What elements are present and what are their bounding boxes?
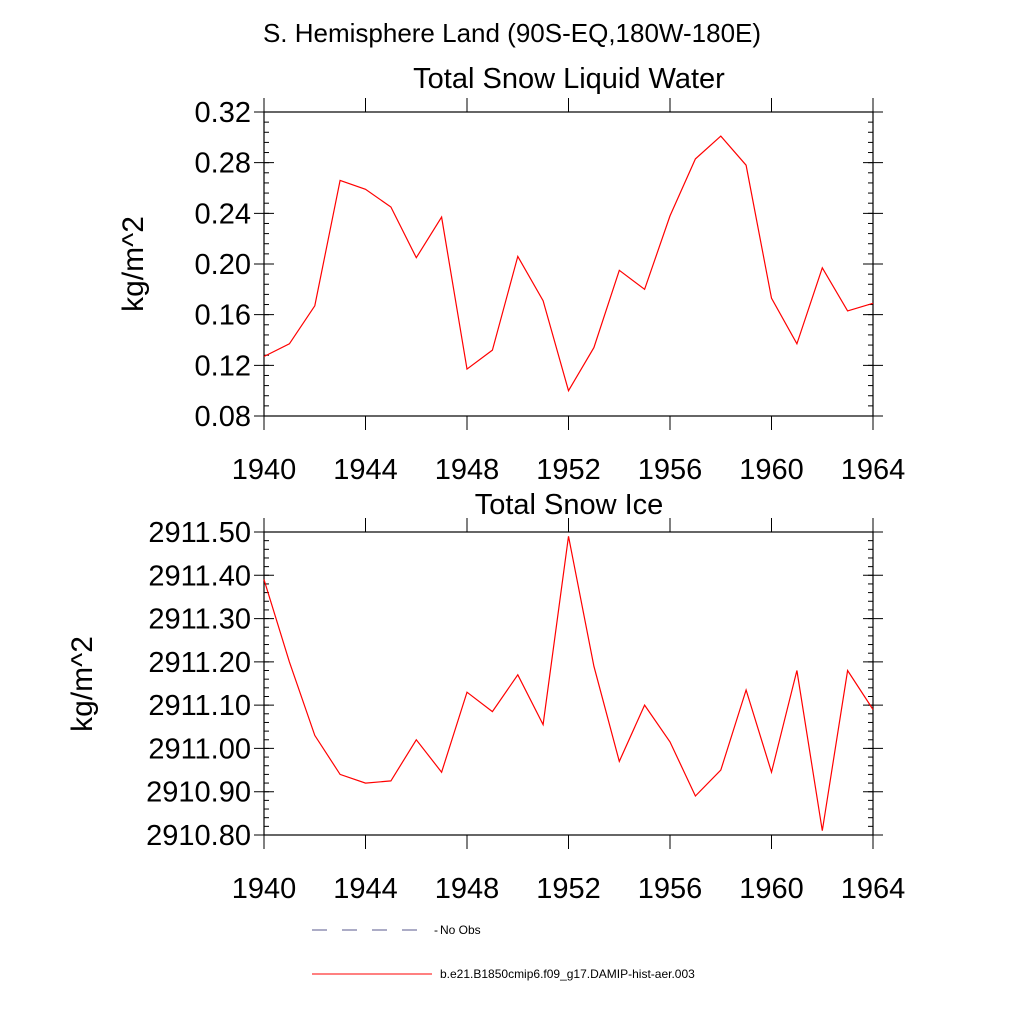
x-tick-label: 1956	[638, 873, 703, 905]
x-tick-label: 1948	[435, 873, 500, 905]
plot-frame	[263, 111, 874, 417]
y-tick-label: 0.12	[195, 350, 251, 382]
y-tick-label: 0.20	[195, 249, 251, 281]
x-tick-label: 1944	[333, 454, 398, 486]
x-tick-label: 1944	[333, 873, 398, 905]
plot-frame	[263, 531, 874, 836]
y-axis-label: kg/m^2	[117, 216, 150, 312]
panel-title: Total Snow Liquid Water	[413, 63, 725, 95]
x-tick-label: 1956	[638, 454, 703, 486]
x-tick-label: 1964	[841, 454, 906, 486]
y-tick-label: 0.16	[195, 300, 251, 332]
x-tick-label: 1952	[536, 873, 601, 905]
x-tick-label: 1940	[232, 454, 297, 486]
y-tick-label: 0.24	[195, 198, 251, 230]
y-tick-label: 2911.00	[148, 733, 251, 765]
x-tick-label: 1948	[435, 454, 500, 486]
panel-snow-liquid-water: Total Snow Liquid Water kg/m^2 0.08 0.12 0…	[117, 63, 905, 486]
legend-series-label: b.e21.B1850cmip6.f09_g17.DAMIP-hist-aer.…	[440, 967, 695, 981]
y-tick-label: 2911.10	[148, 690, 251, 722]
y-tick-label: 2911.40	[148, 560, 251, 592]
y-tick-label: 2911.30	[148, 604, 251, 636]
x-tick-label: 1960	[739, 454, 804, 486]
panel-snow-ice: Total Snow Ice kg/m^2 2910.80 2910.90 2911…	[66, 489, 905, 905]
x-tick-label: 1940	[232, 873, 297, 905]
y-tick-label: 2911.20	[148, 647, 251, 679]
y-tick-label: 2910.80	[146, 820, 251, 852]
y-axis-label: kg/m^2	[66, 636, 99, 732]
x-tick-label: 1964	[841, 873, 906, 905]
y-tick-label: 0.32	[195, 97, 251, 129]
y-tick-label: 0.28	[195, 148, 251, 180]
panel-title: Total Snow Ice	[475, 489, 664, 521]
y-tick-label: 2911.50	[148, 517, 251, 549]
y-tick-label: 0.08	[195, 401, 251, 433]
series-line	[263, 536, 874, 831]
y-tick-label: 2910.90	[146, 777, 251, 809]
legend: - No Obs b.e21.B1850cmip6.f09_g17.DAMIP-h…	[312, 923, 695, 981]
series-line	[263, 135, 874, 393]
x-tick-label: 1960	[739, 873, 804, 905]
legend-no-obs-label: - No Obs	[434, 923, 481, 937]
x-tick-label: 1952	[536, 454, 601, 486]
figure-suptitle: S. Hemisphere Land (90S-EQ,180W-180E)	[263, 18, 761, 48]
